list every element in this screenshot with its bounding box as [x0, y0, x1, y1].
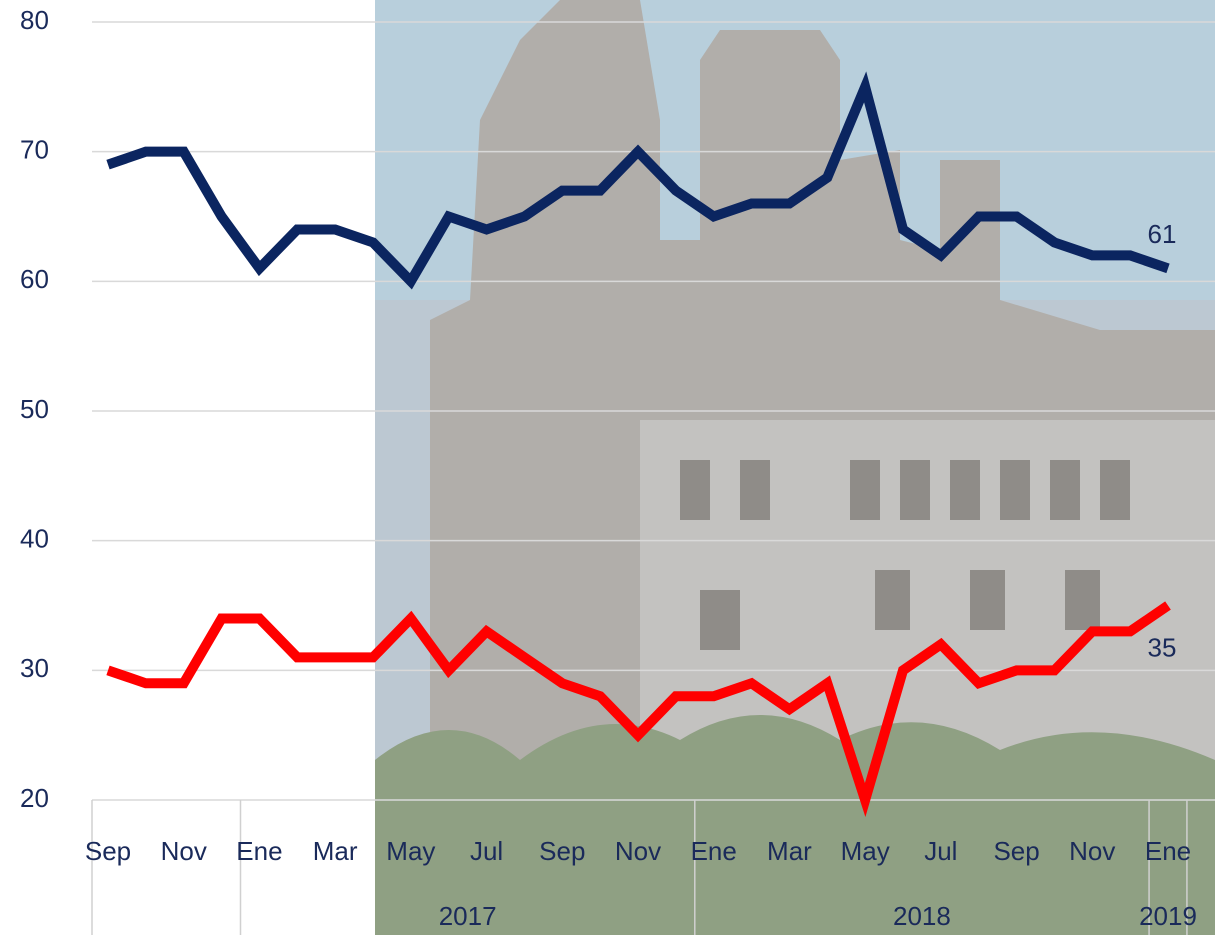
labels: 20 30 40 50 60 70 80 Sep Nov Ene Mar May Jul Sep Nov En…	[20, 5, 1197, 931]
series-line	[106, 71, 1170, 290]
x-tick-label: Ene	[1145, 836, 1191, 866]
x-tick-label: Sep	[85, 836, 131, 866]
x-tick-label: Nov	[615, 836, 661, 866]
year-label: 2018	[893, 901, 951, 931]
x-tick-label: Sep	[539, 836, 585, 866]
x-tick-label: Jul	[470, 836, 503, 866]
y-tick-label: 20	[20, 783, 49, 813]
grid	[92, 21, 1215, 801]
data-label: 35	[1148, 632, 1177, 662]
y-tick-label: 50	[20, 394, 49, 424]
plot-background	[0, 0, 375, 935]
x-tick-label: Ene	[236, 836, 282, 866]
x-tick-label: Jul	[924, 836, 957, 866]
year-label: 2017	[439, 901, 497, 931]
background-photo	[375, 0, 1215, 935]
x-tick-label: Nov	[161, 836, 207, 866]
y-tick-label: 30	[20, 653, 49, 683]
y-tick-label: 70	[20, 135, 49, 165]
data-label: 61	[1148, 219, 1177, 249]
y-tick-label: 40	[20, 524, 49, 554]
year-label: 2019	[1139, 901, 1197, 931]
x-tick-label: May	[841, 836, 890, 866]
x-tick-label: Nov	[1069, 836, 1115, 866]
y-tick-label: 60	[20, 264, 49, 294]
x-tick-label: Sep	[993, 836, 1039, 866]
series-line	[106, 601, 1171, 817]
x-tick-label: Mar	[767, 836, 812, 866]
x-tick-label: Ene	[691, 836, 737, 866]
x-tick-label: May	[386, 836, 435, 866]
x-axis	[91, 800, 1188, 935]
x-tick-label: Mar	[313, 836, 358, 866]
series	[106, 71, 1171, 817]
y-tick-label: 80	[20, 5, 49, 35]
